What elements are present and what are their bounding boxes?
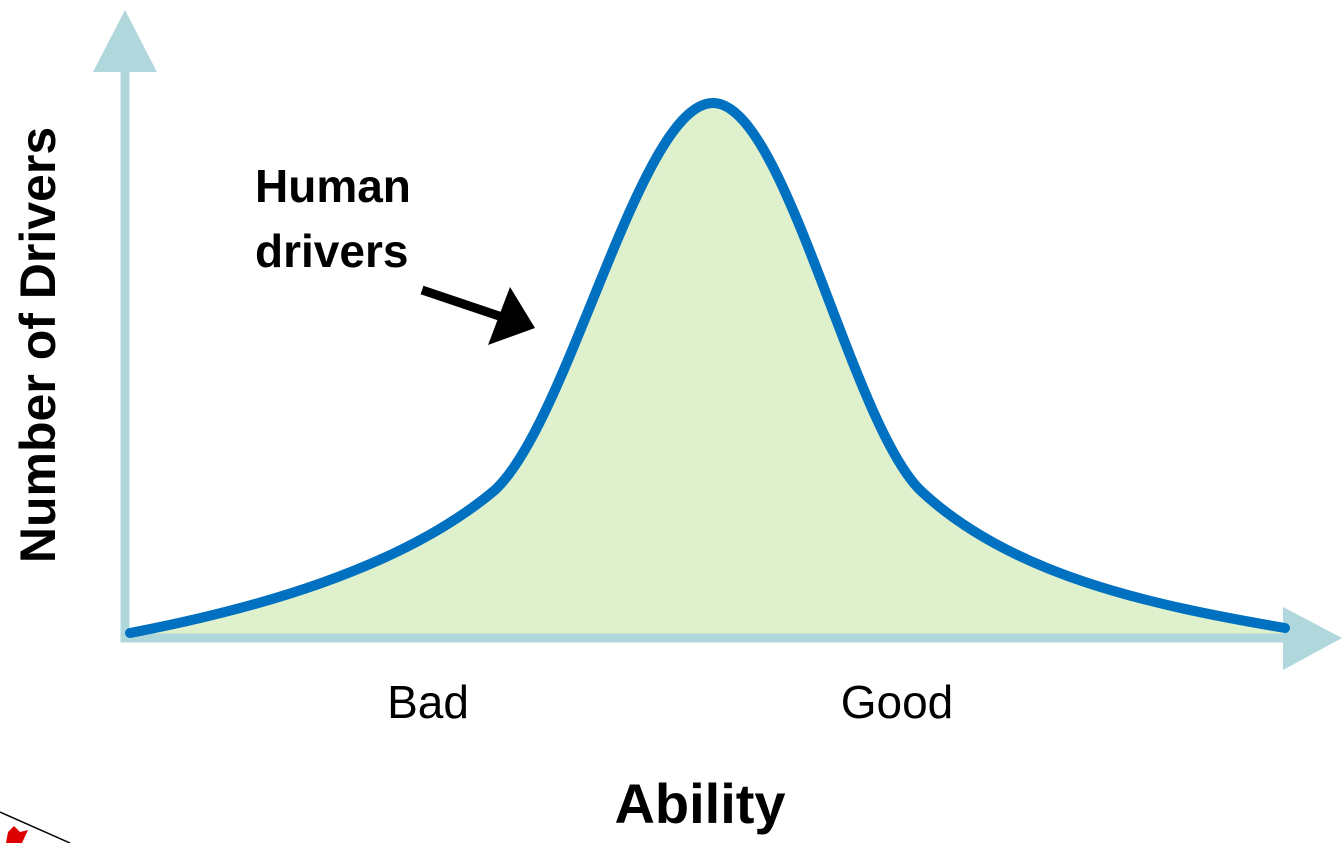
x-axis-arrowhead bbox=[1283, 607, 1342, 670]
annotation-arrow bbox=[420, 285, 507, 323]
logo-fragment bbox=[0, 811, 71, 843]
y-axis-arrowhead bbox=[93, 10, 157, 72]
logo-leaf bbox=[6, 826, 28, 843]
x-axis-label: Ability bbox=[614, 772, 785, 835]
annotation-line: Human bbox=[255, 160, 411, 212]
x-tick-label: Bad bbox=[387, 676, 469, 728]
annotation-arrowhead bbox=[488, 287, 535, 345]
distribution-area bbox=[130, 103, 1285, 636]
distribution-curve bbox=[125, 97, 1290, 638]
y-axis-label: Number of Drivers bbox=[10, 127, 66, 563]
annotation-line: drivers bbox=[255, 225, 408, 277]
x-tick-label: Good bbox=[841, 676, 954, 728]
